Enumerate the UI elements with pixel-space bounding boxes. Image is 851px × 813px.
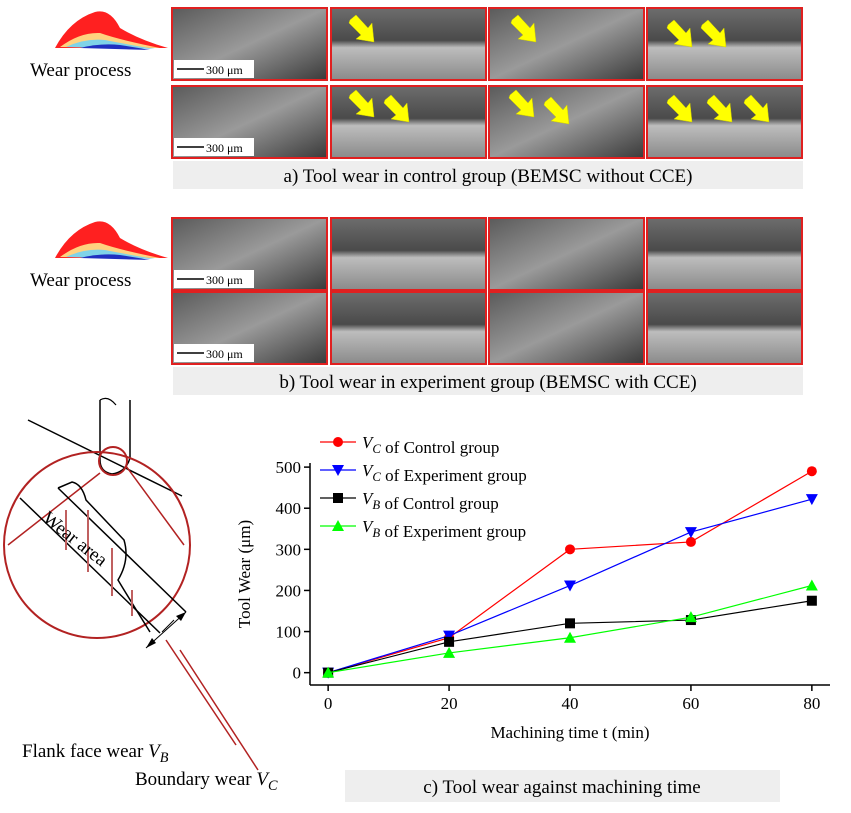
y-tick-label: 300 [276,540,302,559]
scale-label: 300 μm [206,347,243,361]
micrograph [331,218,486,290]
micrograph [647,292,802,364]
y-tick-label: 400 [276,499,302,518]
side-label: Wear process [30,60,131,81]
chart: 0 100 200 300 400 500 0 20 40 60 80 Machining time … [235,433,830,742]
marker [807,466,817,476]
wear-area-label: Wear area [38,508,111,572]
marker [806,494,818,505]
legend-label: VC of Experiment group [362,461,527,485]
series-line [328,586,812,673]
micrograph [647,86,802,158]
marker [807,596,817,606]
panel-caption: a) Tool wear in control group (BEMSC wit… [284,166,693,187]
photo-panels: Wear process 300 μm 300 μm a) Tool wear in … [30,8,803,395]
scale-label: 300 μm [206,273,243,287]
flank-wear-label: Flank face wear VB [22,741,169,766]
scale-label: 300 μm [206,63,243,77]
y-tick-label: 500 [276,458,302,477]
legend-label: VB of Control group [362,489,499,513]
micrograph [331,292,486,364]
x-axis-label: Machining time t (min) [490,723,649,742]
x-tick-label: 80 [803,694,820,713]
micrograph [489,8,644,80]
micrograph [489,292,644,364]
panel-caption: b) Tool wear in experiment group (BEMSC … [279,372,696,393]
marker [565,618,575,628]
marker [333,437,343,447]
legend-label: VB of Experiment group [362,517,526,541]
marker [565,544,575,554]
y-tick-label: 100 [276,623,302,642]
side-label: Wear process [30,270,131,291]
legend-label: VC of Control group [362,433,499,457]
scale-label: 300 μm [206,141,243,155]
x-tick-label: 20 [441,694,458,713]
y-tick-label: 200 [276,581,302,600]
x-tick-label: 0 [324,694,333,713]
marker [444,637,454,647]
chart-caption: c) Tool wear against machining time [423,777,700,798]
marker [333,493,343,503]
marker [686,537,696,547]
y-tick-label: 0 [293,664,302,683]
y-axis-label: Tool Wear (μm) [235,520,254,628]
x-tick-label: 40 [562,694,579,713]
x-tick-label: 60 [682,694,699,713]
marker [806,580,818,591]
micrograph [647,218,802,290]
marker [564,581,576,592]
boundary-wear-label: Boundary wear VC [135,769,278,794]
micrograph [489,218,644,290]
figure: Wear process 300 μm 300 μm a) Tool wear in … [0,0,851,808]
marker [685,527,697,538]
